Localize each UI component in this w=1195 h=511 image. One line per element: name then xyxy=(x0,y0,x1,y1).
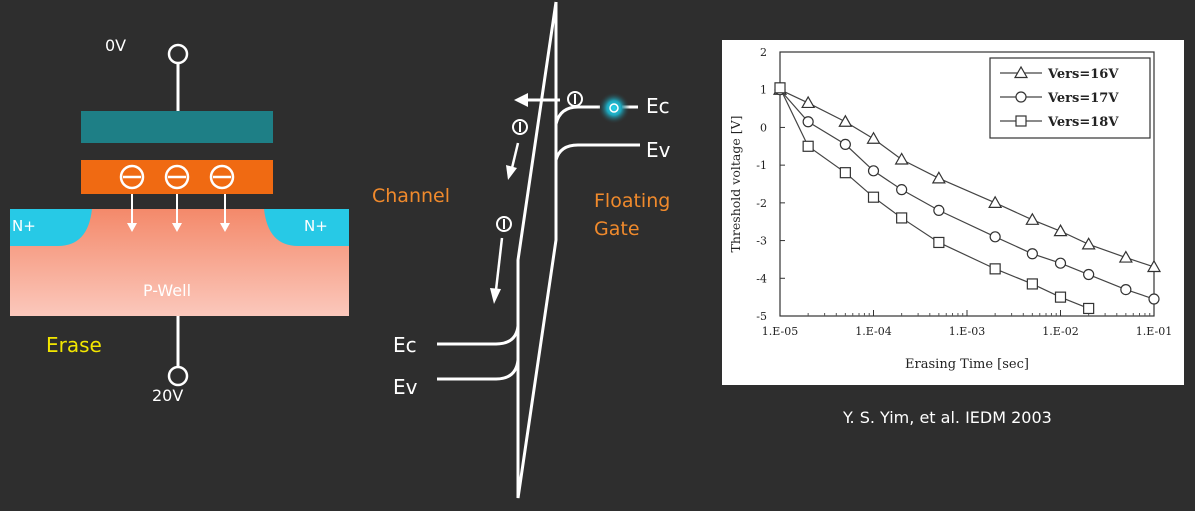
channel-conduction-band xyxy=(437,325,520,346)
legend-label: Vers=17V xyxy=(1047,91,1119,106)
legend-marker-triangle xyxy=(1013,65,1029,79)
down-arrow-icon xyxy=(127,194,137,232)
data-point-square xyxy=(1026,278,1038,290)
channel-valence-band xyxy=(437,359,520,381)
citation-text: Y. S. Yim, et al. IEDM 2003 xyxy=(843,408,1052,427)
x-axis-label: Erasing Time [sec] xyxy=(905,357,1029,372)
legend-label: Vers=18V xyxy=(1047,115,1119,130)
data-point-circle xyxy=(1054,257,1067,269)
data-point-circle xyxy=(1148,293,1160,305)
n-plus-left-region xyxy=(10,209,92,246)
data-point-square xyxy=(989,263,1001,275)
electron-icon xyxy=(512,119,528,135)
electron-icon xyxy=(164,164,190,190)
data-point-triangle xyxy=(1146,259,1162,273)
data-point-triangle xyxy=(838,114,853,127)
data-point-square xyxy=(1054,291,1067,303)
data-point-square xyxy=(802,140,814,152)
data-point-triangle xyxy=(1118,250,1133,263)
electron-icon xyxy=(496,216,512,232)
down-arrow-icon xyxy=(172,194,182,232)
x-tick-label: 1.E-02 xyxy=(1042,325,1078,338)
left-arrow-icon xyxy=(514,93,560,107)
band-diagram xyxy=(437,1,640,499)
erase-characteristics-chart: 2 1 0 -1 -2 -3 -4 -5 1.E-05 1.E-04 1.E-03 1.E-02 1.E… xyxy=(722,40,1184,385)
y-tick-label: -4 xyxy=(756,272,767,285)
data-point-circle xyxy=(839,138,851,151)
series-line-circle xyxy=(779,89,1155,300)
data-point-square xyxy=(867,191,880,203)
control-gate xyxy=(81,111,273,143)
data-point-triangle xyxy=(1053,223,1068,237)
down-arrow-icon xyxy=(490,237,504,304)
tunneling-arrows xyxy=(127,194,230,232)
y-tick-label: -2 xyxy=(756,197,767,210)
data-point-circle xyxy=(989,231,1001,243)
data-point-triangle xyxy=(931,171,946,184)
channel-label: Channel xyxy=(372,185,451,207)
tunneling-electrons xyxy=(496,91,583,232)
x-tick-label: 1.E-04 xyxy=(855,325,891,338)
glow-electron-icon xyxy=(598,92,630,124)
channel-ec-label: Ec xyxy=(393,333,417,357)
legend-marker-square xyxy=(1015,115,1027,127)
x-tick-label: 1.E-03 xyxy=(949,325,985,338)
substrate-terminal xyxy=(167,365,189,387)
electrons-in-floating-gate xyxy=(119,164,235,190)
oxide-barrier-outline xyxy=(516,1,558,499)
data-point-triangle xyxy=(894,152,909,165)
data-point-circle xyxy=(802,116,814,128)
data-point-square xyxy=(839,167,851,179)
fg-valence-band xyxy=(554,143,640,161)
electron-icon xyxy=(209,164,235,190)
data-point-circle xyxy=(867,165,880,177)
down-arrow-icon xyxy=(220,194,230,232)
data-point-circle xyxy=(1083,268,1095,281)
data-point-square xyxy=(896,212,908,224)
substrate-voltage-label: 20V xyxy=(152,386,184,405)
legend-label: Vers=16V xyxy=(1047,67,1119,82)
series-line-square xyxy=(779,87,1089,310)
y-tick-label: -5 xyxy=(756,310,767,323)
data-point-circle xyxy=(1120,284,1132,296)
data-point-square xyxy=(774,82,786,94)
data-point-circle xyxy=(896,184,908,196)
device-cross-section xyxy=(10,43,349,387)
electron-icon xyxy=(567,91,583,107)
data-point-circle xyxy=(1026,248,1038,260)
series-line-triangle xyxy=(779,89,1155,268)
data-point-triangle xyxy=(1081,237,1096,250)
data-point-circle xyxy=(933,204,945,216)
data-point-triangle xyxy=(866,131,881,144)
gate-voltage-label: 0V xyxy=(105,36,127,55)
erase-label: Erase xyxy=(46,333,102,357)
n-plus-right-region xyxy=(264,209,349,246)
data-point-triangle xyxy=(801,95,816,109)
fg-conduction-band xyxy=(554,105,600,125)
data-point-square xyxy=(1083,302,1095,315)
data-point-triangle xyxy=(1025,212,1040,225)
y-tick-label: 2 xyxy=(760,46,767,59)
x-tick-label: 1.E-05 xyxy=(762,325,798,338)
fg-ec-label: Ec xyxy=(646,94,670,118)
glow-electron-core xyxy=(609,103,619,113)
down-arrow-icon xyxy=(506,142,520,180)
floating-gate-label: Floating Gate xyxy=(594,190,671,240)
x-tick-label: 1.E-01 xyxy=(1136,325,1172,338)
n-plus-left-label: N+ xyxy=(12,217,36,235)
channel-ev-label: Ev xyxy=(393,375,418,399)
legend-marker-circle xyxy=(1015,91,1027,103)
electron-icon xyxy=(119,164,145,190)
data-point-triangle xyxy=(988,195,1003,208)
y-tick-label: -1 xyxy=(756,159,767,172)
y-axis-label: Threshold voltage [V] xyxy=(728,116,743,253)
n-plus-right-label: N+ xyxy=(304,217,328,235)
p-well-label: P-Well xyxy=(143,281,192,300)
chart-svg: 2 1 0 -1 -2 -3 -4 -5 1.E-05 1.E-04 1.E-03 1.E-02 1.E… xyxy=(728,46,1172,372)
y-tick-label: 0 xyxy=(760,121,767,134)
y-tick-label: 1 xyxy=(760,84,767,97)
fg-ev-label: Ev xyxy=(646,138,671,162)
y-tick-label: -3 xyxy=(756,235,767,248)
data-point-square xyxy=(933,236,945,249)
